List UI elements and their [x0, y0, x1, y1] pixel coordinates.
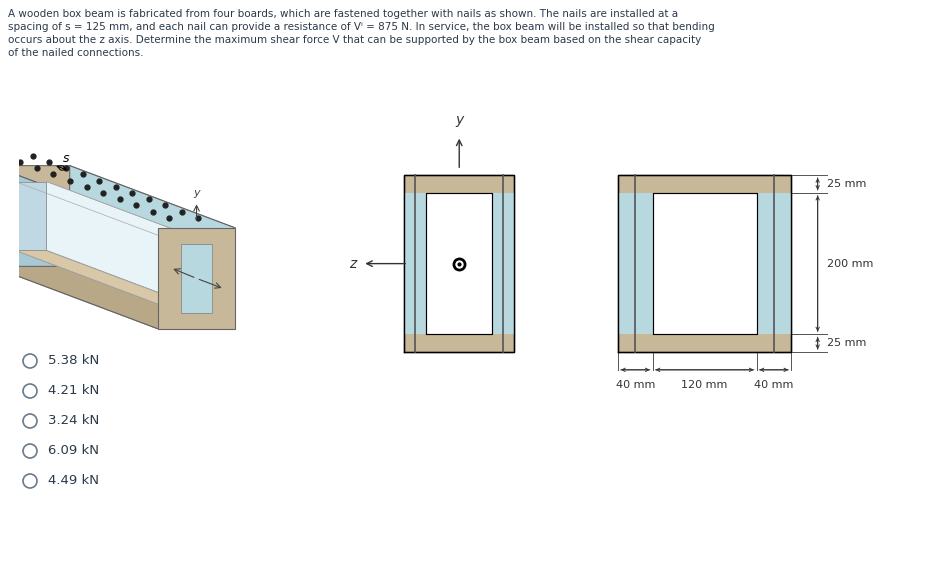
Text: s: s — [63, 151, 70, 164]
Text: 3.24 kN: 3.24 kN — [48, 415, 99, 428]
Polygon shape — [181, 244, 212, 313]
Bar — [491, 193, 514, 335]
Text: 4.49 kN: 4.49 kN — [48, 475, 99, 488]
Polygon shape — [70, 166, 235, 329]
Text: 200 mm: 200 mm — [826, 259, 872, 268]
Text: spacing of s = 125 mm, and each nail can provide a resistance of Vⁱ = 875 N. In : spacing of s = 125 mm, and each nail can… — [8, 22, 714, 32]
Text: 40 mm: 40 mm — [615, 380, 654, 389]
Polygon shape — [15, 182, 46, 251]
Polygon shape — [0, 267, 235, 329]
Text: 6.09 kN: 6.09 kN — [48, 444, 99, 457]
Text: A wooden box beam is fabricated from four boards, which are fastened together wi: A wooden box beam is fabricated from fou… — [8, 9, 678, 19]
Polygon shape — [46, 182, 212, 313]
Bar — [652, 193, 756, 335]
Polygon shape — [15, 251, 212, 313]
Polygon shape — [0, 166, 158, 329]
Bar — [425, 193, 491, 335]
Bar — [756, 193, 791, 335]
Text: z: z — [349, 256, 356, 271]
Bar — [617, 175, 791, 352]
Text: 25 mm: 25 mm — [826, 179, 866, 189]
Text: 4.21 kN: 4.21 kN — [48, 384, 99, 397]
Text: 25 mm: 25 mm — [826, 338, 866, 348]
Text: 40 mm: 40 mm — [754, 380, 793, 389]
Text: y: y — [454, 113, 463, 127]
Text: 5.38 kN: 5.38 kN — [48, 355, 99, 368]
Text: z: z — [161, 255, 167, 266]
Text: occurs about the z axis. Determine the maximum shear force V that can be support: occurs about the z axis. Determine the m… — [8, 35, 701, 45]
Bar — [404, 193, 425, 335]
Text: y: y — [193, 188, 199, 198]
Bar — [404, 175, 514, 352]
Polygon shape — [0, 166, 235, 228]
Polygon shape — [158, 228, 235, 329]
Text: of the nailed connections.: of the nailed connections. — [8, 48, 144, 58]
Text: x: x — [228, 283, 235, 293]
Text: 120 mm: 120 mm — [680, 380, 727, 389]
Bar — [617, 193, 652, 335]
